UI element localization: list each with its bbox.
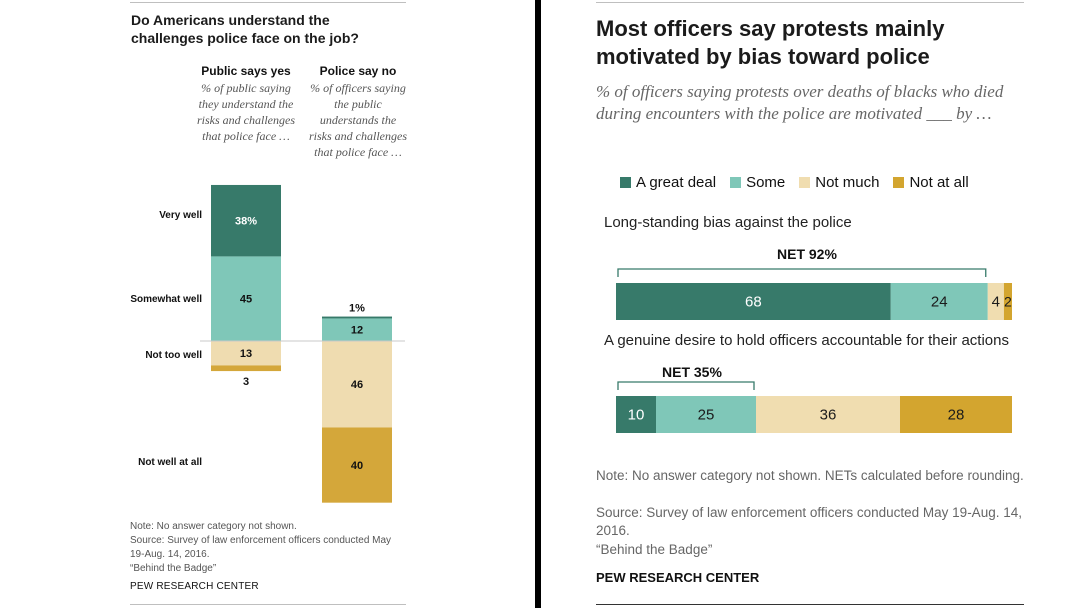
left-chart-title: Do Americans understand the challenges p…: [131, 12, 359, 46]
left-bar-very-well-0: [211, 184, 281, 257]
left-bar-not-too-well-1: [322, 341, 392, 428]
left-row-label-not-well-at-all: Not well at all: [138, 457, 202, 468]
left-bar-very-well-1: [322, 316, 392, 319]
right-brand: PEW RESEARCH CENTER: [596, 570, 760, 585]
legend-label-some: Some: [746, 174, 786, 191]
left-label-somewhat-well-0: 45: [240, 294, 252, 306]
left-bar-not-well-at-all-1: [322, 427, 392, 503]
left-label-very-well-1: 1%: [349, 303, 365, 315]
left-bottom-rule: [130, 604, 406, 605]
right-top-rule: [596, 2, 1024, 3]
right-bottom-rule: [596, 604, 1024, 605]
left-label-not-well-at-all-1: 40: [351, 460, 363, 472]
left-diverging-chart: 45 38% 13 3 12 1% 46 40: [200, 184, 405, 503]
legend-swatch-great-deal: [620, 177, 631, 188]
left-label-very-well-0: 38%: [235, 216, 257, 228]
left-row-label-somewhat-well: Somewhat well: [130, 294, 202, 305]
right-bar-great-deal-1: [616, 283, 891, 320]
left-label-not-well-at-all-0: 3: [243, 376, 249, 388]
right-label-not-at-all-1: 2: [1004, 294, 1012, 310]
left-bar-not-well-at-all-0: [211, 365, 281, 372]
right-bar-not-much-2: [756, 396, 900, 433]
right-bar-not-much-1: [987, 283, 1004, 320]
left-col-sub-public: % of public saying they understand the r…: [197, 81, 295, 143]
right-source: Source: Survey of law enforcement office…: [596, 505, 1022, 538]
right-label-great-deal-2: 10: [628, 407, 645, 424]
legend-label-not-much: Not much: [815, 174, 880, 191]
right-legend: A great deal Some Not much Not at all: [620, 174, 969, 191]
right-label-not-at-all-2: 28: [948, 407, 965, 424]
right-report: “Behind the Badge”: [596, 542, 713, 557]
left-bar-not-too-well-0: [211, 341, 281, 366]
legend-label-not-at-all: Not at all: [909, 174, 969, 191]
left-row-label-not-too-well: Not too well: [145, 350, 202, 361]
right-label-great-deal-1: 68: [745, 294, 762, 311]
legend-swatch-not-at-all: [893, 177, 905, 188]
legend-item-great-deal: A great deal: [620, 174, 716, 191]
left-report: “Behind the Badge”: [130, 563, 217, 574]
legend-swatch-some: [730, 177, 742, 188]
right-category-1-label: Long-standing bias against the police: [604, 214, 852, 231]
left-source: Source: Survey of law enforcement office…: [130, 535, 392, 560]
left-brand: PEW RESEARCH CENTER: [130, 581, 259, 592]
left-top-rule: [130, 2, 406, 3]
right-chart-subtitle: % of officers saying protests over death…: [596, 82, 1004, 123]
legend-item-some: Some: [730, 174, 785, 191]
right-note: Note: No answer category not shown. NETs…: [596, 468, 1024, 483]
left-bar-somewhat-well-0: [211, 256, 281, 341]
left-col-head-public: Public says yes: [201, 64, 291, 78]
left-label-not-too-well-1: 46: [351, 379, 363, 391]
right-label-some-1: 24: [931, 294, 948, 311]
left-note: Note: No answer category not shown.: [130, 521, 297, 532]
right-bar-some-2: [656, 396, 756, 433]
net-label-1: NET 92%: [777, 246, 837, 262]
net-bracket-1: [617, 268, 987, 277]
right-chart-title: Most officers say protests mainly motiva…: [596, 16, 945, 69]
legend-label-great-deal: A great deal: [636, 174, 717, 191]
legend-item-not-much: Not much: [799, 174, 879, 191]
legend-item-not-at-all: Not at all: [893, 174, 969, 191]
right-bar-great-deal-2: [616, 396, 656, 433]
right-bar-not-at-all-2: [900, 396, 1012, 433]
right-category-2-label: A genuine desire to hold officers accoun…: [604, 332, 1009, 349]
right-label-some-2: 25: [698, 407, 715, 424]
right-stacked-bar-chart: 68 24 4 2 10 25 36 28: [616, 268, 1012, 433]
right-label-not-much-1: 4: [992, 294, 1000, 311]
left-label-somewhat-well-1: 12: [351, 325, 363, 337]
legend-swatch-not-much: [799, 177, 811, 188]
left-col-sub-police: % of officers saying the public understa…: [309, 81, 407, 159]
right-bar-some-1: [890, 283, 988, 320]
left-bar-somewhat-well-1: [322, 318, 392, 341]
right-bar-not-at-all-1: [1003, 283, 1012, 320]
right-label-not-much-2: 36: [820, 407, 837, 424]
left-label-not-too-well-0: 13: [240, 348, 252, 360]
left-col-head-police: Police say no: [319, 64, 397, 78]
net-label-2: NET 35%: [662, 364, 722, 380]
net-bracket-2: [617, 381, 755, 390]
left-row-label-very-well: Very well: [159, 210, 202, 221]
panel-divider: [535, 0, 541, 608]
